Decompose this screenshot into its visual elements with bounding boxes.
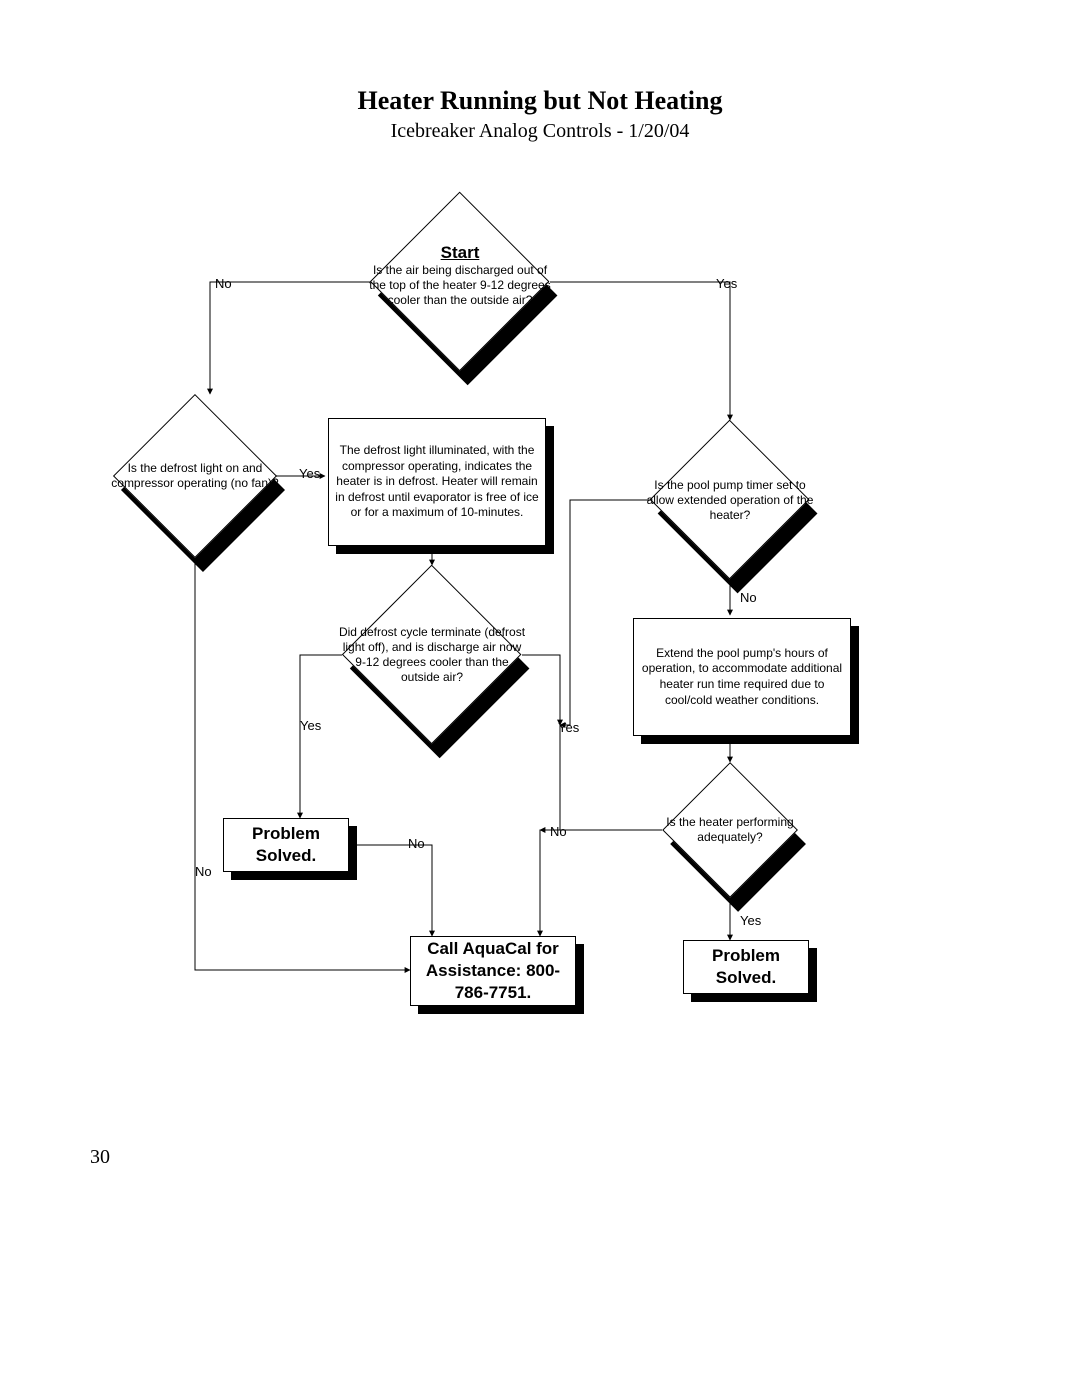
edge-label: Yes (299, 466, 320, 481)
edge-label: Yes (716, 276, 737, 291)
process-p_extend_hours: Extend the pool pump's hours of operatio… (633, 618, 851, 736)
terminal-text-t_call: Call AquaCal for Assistance: 800-786-775… (410, 936, 576, 1006)
edge-label: No (215, 276, 232, 291)
decision-text-d_defrost_on: Is the defrost light on and compressor o… (109, 461, 281, 491)
connectors-layer (0, 0, 1080, 1397)
process-text-p_extend_hours: Extend the pool pump's hours of operatio… (633, 618, 851, 736)
decision-text-d_pool_timer: Is the pool pump timer set to allow exte… (646, 478, 814, 523)
page-subtitle: Icebreaker Analog Controls - 1/20/04 (0, 120, 1080, 143)
process-text-p_defrost_info: The defrost light illuminated, with the … (328, 418, 546, 546)
page-number: 30 (90, 1146, 110, 1169)
terminal-t_call: Call AquaCal for Assistance: 800-786-775… (410, 936, 576, 1006)
edge-label: No (740, 590, 757, 605)
edge-label: Yes (300, 718, 321, 733)
terminal-text-t_problem1: Problem Solved. (223, 818, 349, 872)
edge-label: No (195, 864, 212, 879)
process-p_defrost_info: The defrost light illuminated, with the … (328, 418, 546, 546)
terminal-t_problem1: Problem Solved. (223, 818, 349, 872)
edge-label: Yes (558, 720, 579, 735)
edge-label: No (408, 836, 425, 851)
terminal-t_problem2: Problem Solved. (683, 940, 809, 994)
page-title: Heater Running but Not Heating (0, 86, 1080, 116)
terminal-text-t_problem2: Problem Solved. (683, 940, 809, 994)
edge-label: Yes (740, 913, 761, 928)
decision-text-d_start: StartIs the air being discharged out of … (366, 242, 555, 308)
decision-text-d_adequate: Is the heater performing adequately? (659, 815, 802, 845)
edge-label: No (550, 824, 567, 839)
decision-text-d_defrost_term: Did defrost cycle terminate (defrost lig… (338, 625, 527, 685)
